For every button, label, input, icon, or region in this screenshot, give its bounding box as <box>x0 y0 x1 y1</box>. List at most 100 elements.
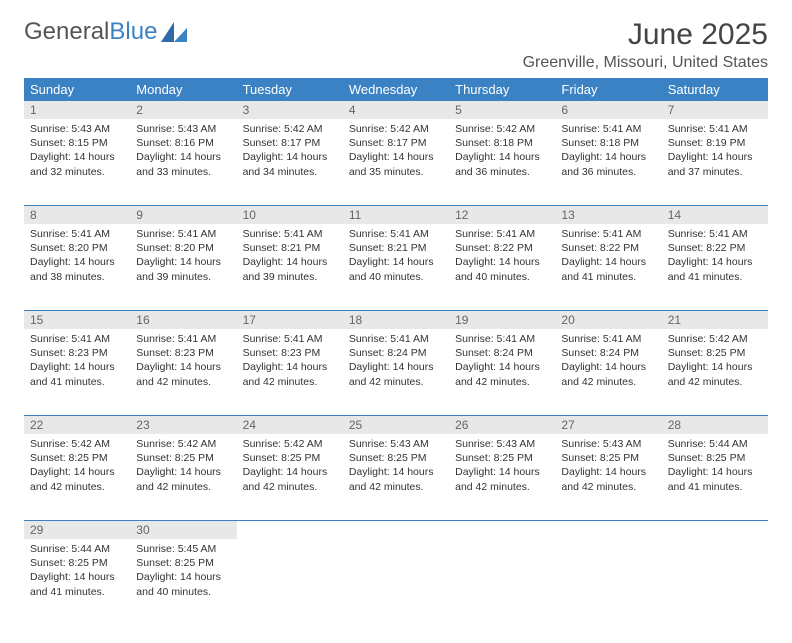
sunrise-text: Sunrise: 5:41 AM <box>136 227 230 241</box>
day-number: 15 <box>24 311 130 330</box>
daylight2-text: and 41 minutes. <box>30 585 124 599</box>
day-cell-body: Sunrise: 5:41 AMSunset: 8:24 PMDaylight:… <box>449 329 555 393</box>
day-cell <box>662 539 768 625</box>
day-cell-body: Sunrise: 5:42 AMSunset: 8:25 PMDaylight:… <box>130 434 236 498</box>
sunset-text: Sunset: 8:25 PM <box>30 451 124 465</box>
day-cell-body: Sunrise: 5:41 AMSunset: 8:23 PMDaylight:… <box>24 329 130 393</box>
logo-text-1: General <box>24 18 109 46</box>
day-cell: Sunrise: 5:43 AMSunset: 8:25 PMDaylight:… <box>555 434 661 521</box>
daylight2-text: and 42 minutes. <box>136 480 230 494</box>
day-number: 23 <box>130 416 236 435</box>
daylight2-text: and 42 minutes. <box>668 375 762 389</box>
day-cell-body: Sunrise: 5:41 AMSunset: 8:24 PMDaylight:… <box>343 329 449 393</box>
day-cell: Sunrise: 5:43 AMSunset: 8:16 PMDaylight:… <box>130 119 236 206</box>
sunset-text: Sunset: 8:18 PM <box>561 136 655 150</box>
sunrise-text: Sunrise: 5:42 AM <box>136 437 230 451</box>
day-cell-body: Sunrise: 5:41 AMSunset: 8:23 PMDaylight:… <box>130 329 236 393</box>
day-number: 30 <box>130 521 236 540</box>
day-cell: Sunrise: 5:42 AMSunset: 8:25 PMDaylight:… <box>662 329 768 416</box>
day-number: 11 <box>343 206 449 225</box>
daylight1-text: Daylight: 14 hours <box>243 465 337 479</box>
day-cell-body: Sunrise: 5:41 AMSunset: 8:20 PMDaylight:… <box>130 224 236 288</box>
daylight2-text: and 38 minutes. <box>30 270 124 284</box>
day-cell <box>555 539 661 625</box>
day-cell: Sunrise: 5:41 AMSunset: 8:19 PMDaylight:… <box>662 119 768 206</box>
day-number: 4 <box>343 101 449 119</box>
day-number-row: 15161718192021 <box>24 311 768 330</box>
day-cell: Sunrise: 5:41 AMSunset: 8:22 PMDaylight:… <box>662 224 768 311</box>
logo-sail-icon <box>161 22 187 42</box>
day-number <box>343 521 449 540</box>
weekday-header: Saturday <box>662 78 768 101</box>
day-cell: Sunrise: 5:41 AMSunset: 8:20 PMDaylight:… <box>24 224 130 311</box>
daylight1-text: Daylight: 14 hours <box>455 255 549 269</box>
daylight2-text: and 36 minutes. <box>455 165 549 179</box>
day-number: 10 <box>237 206 343 225</box>
day-cell: Sunrise: 5:41 AMSunset: 8:22 PMDaylight:… <box>449 224 555 311</box>
day-cell: Sunrise: 5:41 AMSunset: 8:23 PMDaylight:… <box>24 329 130 416</box>
day-body-row: Sunrise: 5:43 AMSunset: 8:15 PMDaylight:… <box>24 119 768 206</box>
weekday-header: Tuesday <box>237 78 343 101</box>
sunrise-text: Sunrise: 5:41 AM <box>561 122 655 136</box>
sunset-text: Sunset: 8:21 PM <box>243 241 337 255</box>
day-cell: Sunrise: 5:42 AMSunset: 8:25 PMDaylight:… <box>237 434 343 521</box>
daylight1-text: Daylight: 14 hours <box>30 150 124 164</box>
day-cell: Sunrise: 5:41 AMSunset: 8:21 PMDaylight:… <box>237 224 343 311</box>
day-number: 12 <box>449 206 555 225</box>
daylight2-text: and 42 minutes. <box>561 480 655 494</box>
day-cell-body: Sunrise: 5:41 AMSunset: 8:20 PMDaylight:… <box>24 224 130 288</box>
day-cell <box>449 539 555 625</box>
daylight1-text: Daylight: 14 hours <box>455 360 549 374</box>
daylight2-text: and 39 minutes. <box>136 270 230 284</box>
sunrise-text: Sunrise: 5:44 AM <box>668 437 762 451</box>
sunset-text: Sunset: 8:17 PM <box>349 136 443 150</box>
daylight2-text: and 42 minutes. <box>136 375 230 389</box>
day-cell: Sunrise: 5:41 AMSunset: 8:18 PMDaylight:… <box>555 119 661 206</box>
daylight1-text: Daylight: 14 hours <box>136 465 230 479</box>
day-number: 25 <box>343 416 449 435</box>
day-cell: Sunrise: 5:41 AMSunset: 8:21 PMDaylight:… <box>343 224 449 311</box>
daylight2-text: and 41 minutes. <box>668 270 762 284</box>
weekday-header: Sunday <box>24 78 130 101</box>
day-number: 1 <box>24 101 130 119</box>
sunset-text: Sunset: 8:23 PM <box>243 346 337 360</box>
daylight2-text: and 39 minutes. <box>243 270 337 284</box>
day-cell-body: Sunrise: 5:42 AMSunset: 8:25 PMDaylight:… <box>24 434 130 498</box>
daylight1-text: Daylight: 14 hours <box>136 360 230 374</box>
day-cell: Sunrise: 5:44 AMSunset: 8:25 PMDaylight:… <box>662 434 768 521</box>
daylight2-text: and 42 minutes. <box>349 375 443 389</box>
day-cell <box>343 539 449 625</box>
day-number: 22 <box>24 416 130 435</box>
daylight1-text: Daylight: 14 hours <box>243 255 337 269</box>
sunset-text: Sunset: 8:25 PM <box>668 346 762 360</box>
day-cell: Sunrise: 5:41 AMSunset: 8:24 PMDaylight:… <box>449 329 555 416</box>
daylight2-text: and 34 minutes. <box>243 165 337 179</box>
page: GeneralBlue June 2025 Greenville, Missou… <box>0 0 792 643</box>
daylight2-text: and 42 minutes. <box>243 375 337 389</box>
sunrise-text: Sunrise: 5:45 AM <box>136 542 230 556</box>
logo: GeneralBlue <box>24 18 187 46</box>
sunset-text: Sunset: 8:24 PM <box>561 346 655 360</box>
daylight1-text: Daylight: 14 hours <box>349 255 443 269</box>
daylight1-text: Daylight: 14 hours <box>349 150 443 164</box>
daylight1-text: Daylight: 14 hours <box>561 150 655 164</box>
day-number: 17 <box>237 311 343 330</box>
day-cell-body: Sunrise: 5:42 AMSunset: 8:25 PMDaylight:… <box>237 434 343 498</box>
sunrise-text: Sunrise: 5:42 AM <box>349 122 443 136</box>
weekday-header: Wednesday <box>343 78 449 101</box>
daylight2-text: and 36 minutes. <box>561 165 655 179</box>
daylight1-text: Daylight: 14 hours <box>455 150 549 164</box>
day-number-row: 2930 <box>24 521 768 540</box>
daylight1-text: Daylight: 14 hours <box>349 360 443 374</box>
day-cell-body: Sunrise: 5:41 AMSunset: 8:22 PMDaylight:… <box>662 224 768 288</box>
day-cell-body: Sunrise: 5:42 AMSunset: 8:17 PMDaylight:… <box>343 119 449 183</box>
sunrise-text: Sunrise: 5:42 AM <box>243 437 337 451</box>
day-number: 7 <box>662 101 768 119</box>
day-number: 26 <box>449 416 555 435</box>
day-cell-body: Sunrise: 5:41 AMSunset: 8:19 PMDaylight:… <box>662 119 768 183</box>
daylight1-text: Daylight: 14 hours <box>243 360 337 374</box>
day-cell-body: Sunrise: 5:41 AMSunset: 8:21 PMDaylight:… <box>237 224 343 288</box>
sunrise-text: Sunrise: 5:41 AM <box>455 227 549 241</box>
day-cell: Sunrise: 5:43 AMSunset: 8:15 PMDaylight:… <box>24 119 130 206</box>
daylight1-text: Daylight: 14 hours <box>349 465 443 479</box>
